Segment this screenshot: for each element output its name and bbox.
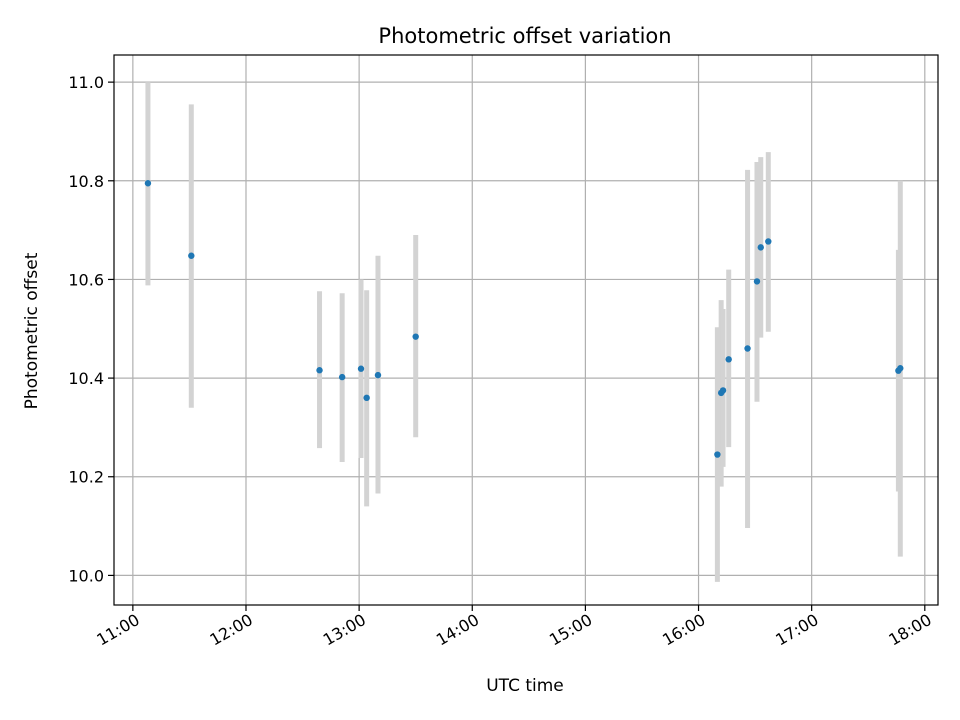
data-point	[897, 365, 904, 372]
y-tick-label: 10.6	[68, 270, 104, 289]
data-point	[374, 371, 382, 379]
grid	[114, 55, 938, 605]
data-point	[725, 356, 732, 363]
data-point	[338, 373, 346, 381]
data-point	[753, 278, 761, 285]
data-point	[714, 451, 721, 458]
data-point	[719, 387, 727, 394]
data-point	[316, 367, 323, 374]
data-point	[144, 180, 152, 187]
y-tick-label: 10.2	[68, 468, 104, 487]
y-tick-label: 10.4	[68, 369, 104, 388]
data-point	[363, 394, 370, 402]
y-axis-label: Photometric offset	[22, 252, 42, 409]
data-point	[188, 252, 195, 259]
chart-title: Photometric offset variation	[378, 24, 671, 48]
data-point	[412, 333, 419, 340]
plot-frame	[113, 54, 939, 606]
data-point	[765, 238, 772, 245]
data-points	[144, 180, 904, 458]
data-point	[757, 244, 764, 251]
y-tick-label: 10.0	[68, 566, 104, 585]
y-tick-label: 11.0	[68, 73, 104, 92]
y-tick-label: 10.8	[68, 172, 104, 191]
data-point	[357, 365, 365, 372]
data-point	[744, 345, 751, 352]
x-axis-label: UTC time	[486, 676, 564, 696]
